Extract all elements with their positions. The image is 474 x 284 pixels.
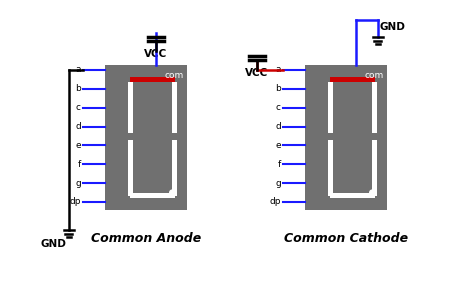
Bar xyxy=(105,65,187,210)
Bar xyxy=(328,140,333,197)
Text: GND: GND xyxy=(40,239,66,249)
Text: c: c xyxy=(76,103,81,112)
Text: b: b xyxy=(275,84,281,93)
Bar xyxy=(328,82,333,133)
Text: Common Cathode: Common Cathode xyxy=(284,232,408,245)
Text: a: a xyxy=(275,66,281,74)
Bar xyxy=(330,193,375,199)
Text: c: c xyxy=(276,103,281,112)
Text: b: b xyxy=(75,84,81,93)
Text: f: f xyxy=(78,160,81,169)
Bar xyxy=(372,82,377,133)
Text: Common Anode: Common Anode xyxy=(91,232,201,245)
Text: GND: GND xyxy=(380,22,406,32)
Bar xyxy=(130,77,175,82)
Bar xyxy=(372,140,377,197)
Text: g: g xyxy=(75,179,81,188)
Text: e: e xyxy=(275,141,281,150)
Bar xyxy=(330,77,375,82)
Text: dp: dp xyxy=(70,197,81,206)
Bar xyxy=(130,193,175,199)
Bar xyxy=(172,140,177,197)
Text: d: d xyxy=(75,122,81,131)
Text: a: a xyxy=(75,66,81,74)
Text: f: f xyxy=(278,160,281,169)
Text: VCC: VCC xyxy=(246,68,269,78)
Text: com: com xyxy=(165,71,184,80)
Circle shape xyxy=(170,190,175,195)
Text: g: g xyxy=(275,179,281,188)
Bar xyxy=(172,82,177,133)
Bar xyxy=(128,82,133,133)
Text: dp: dp xyxy=(270,197,281,206)
Text: com: com xyxy=(365,71,384,80)
Text: VCC: VCC xyxy=(144,49,167,59)
Circle shape xyxy=(370,190,375,195)
Text: e: e xyxy=(75,141,81,150)
Text: d: d xyxy=(275,122,281,131)
Bar xyxy=(128,140,133,197)
Bar xyxy=(305,65,387,210)
